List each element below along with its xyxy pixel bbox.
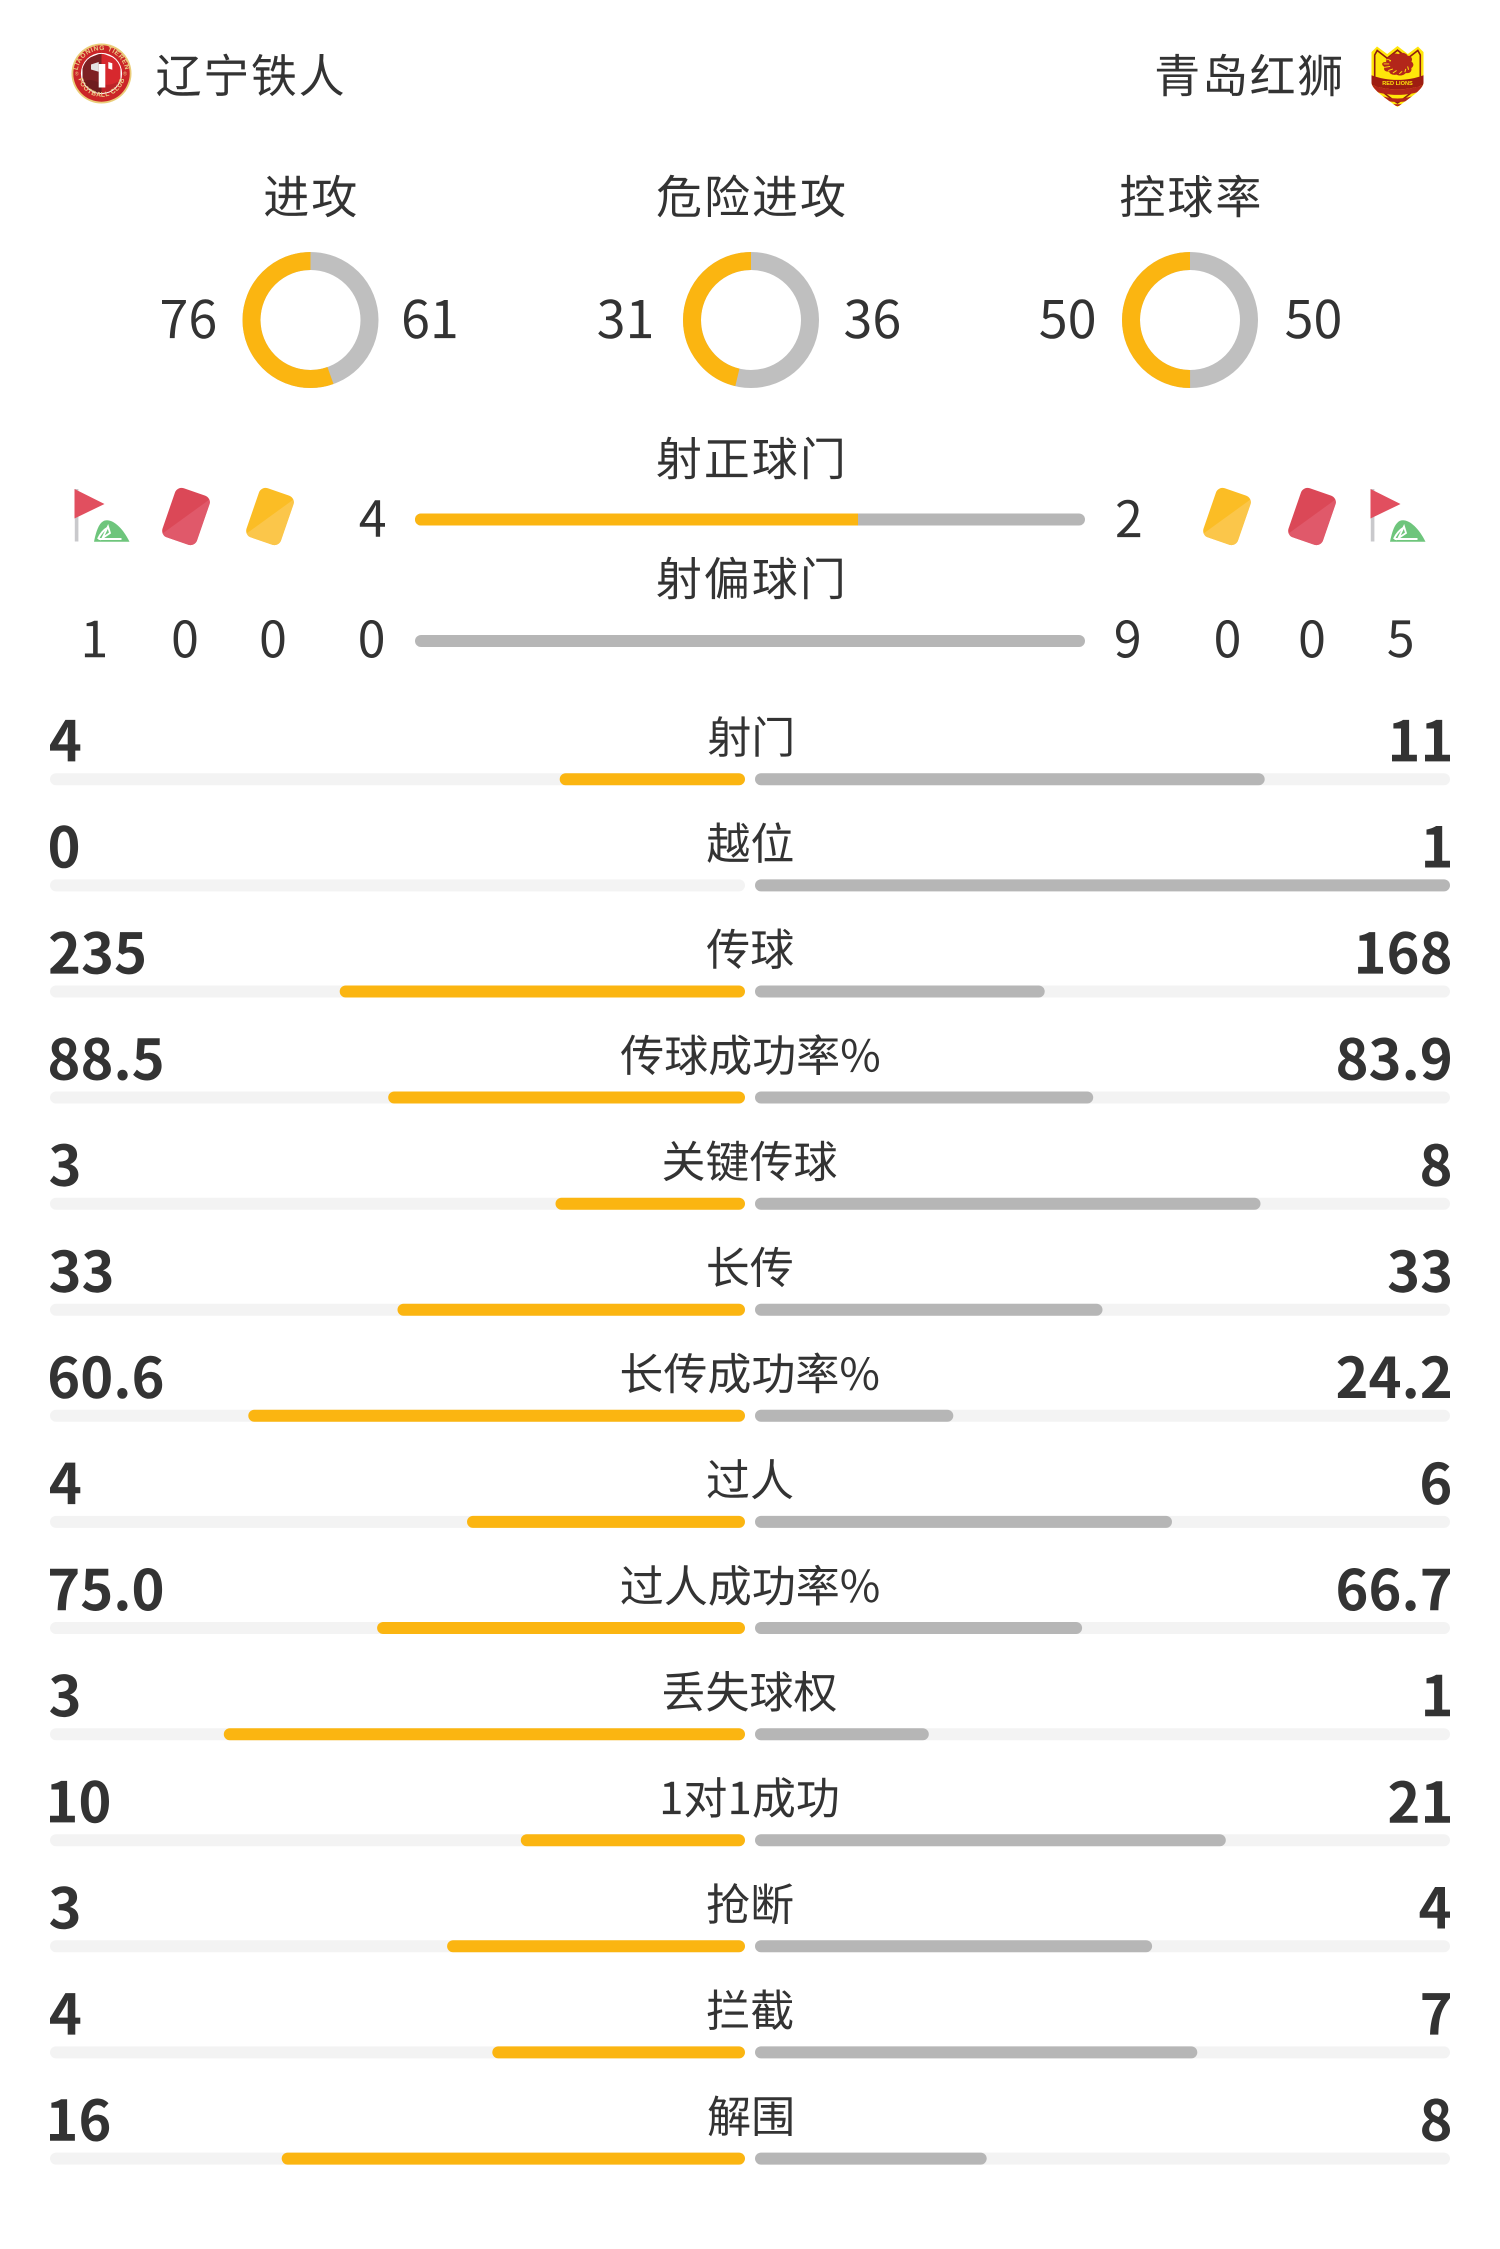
svg-text:®: ®	[75, 70, 79, 77]
svg-text:®: ®	[123, 70, 127, 77]
svg-text:RED LIONS: RED LIONS	[1382, 81, 1413, 87]
